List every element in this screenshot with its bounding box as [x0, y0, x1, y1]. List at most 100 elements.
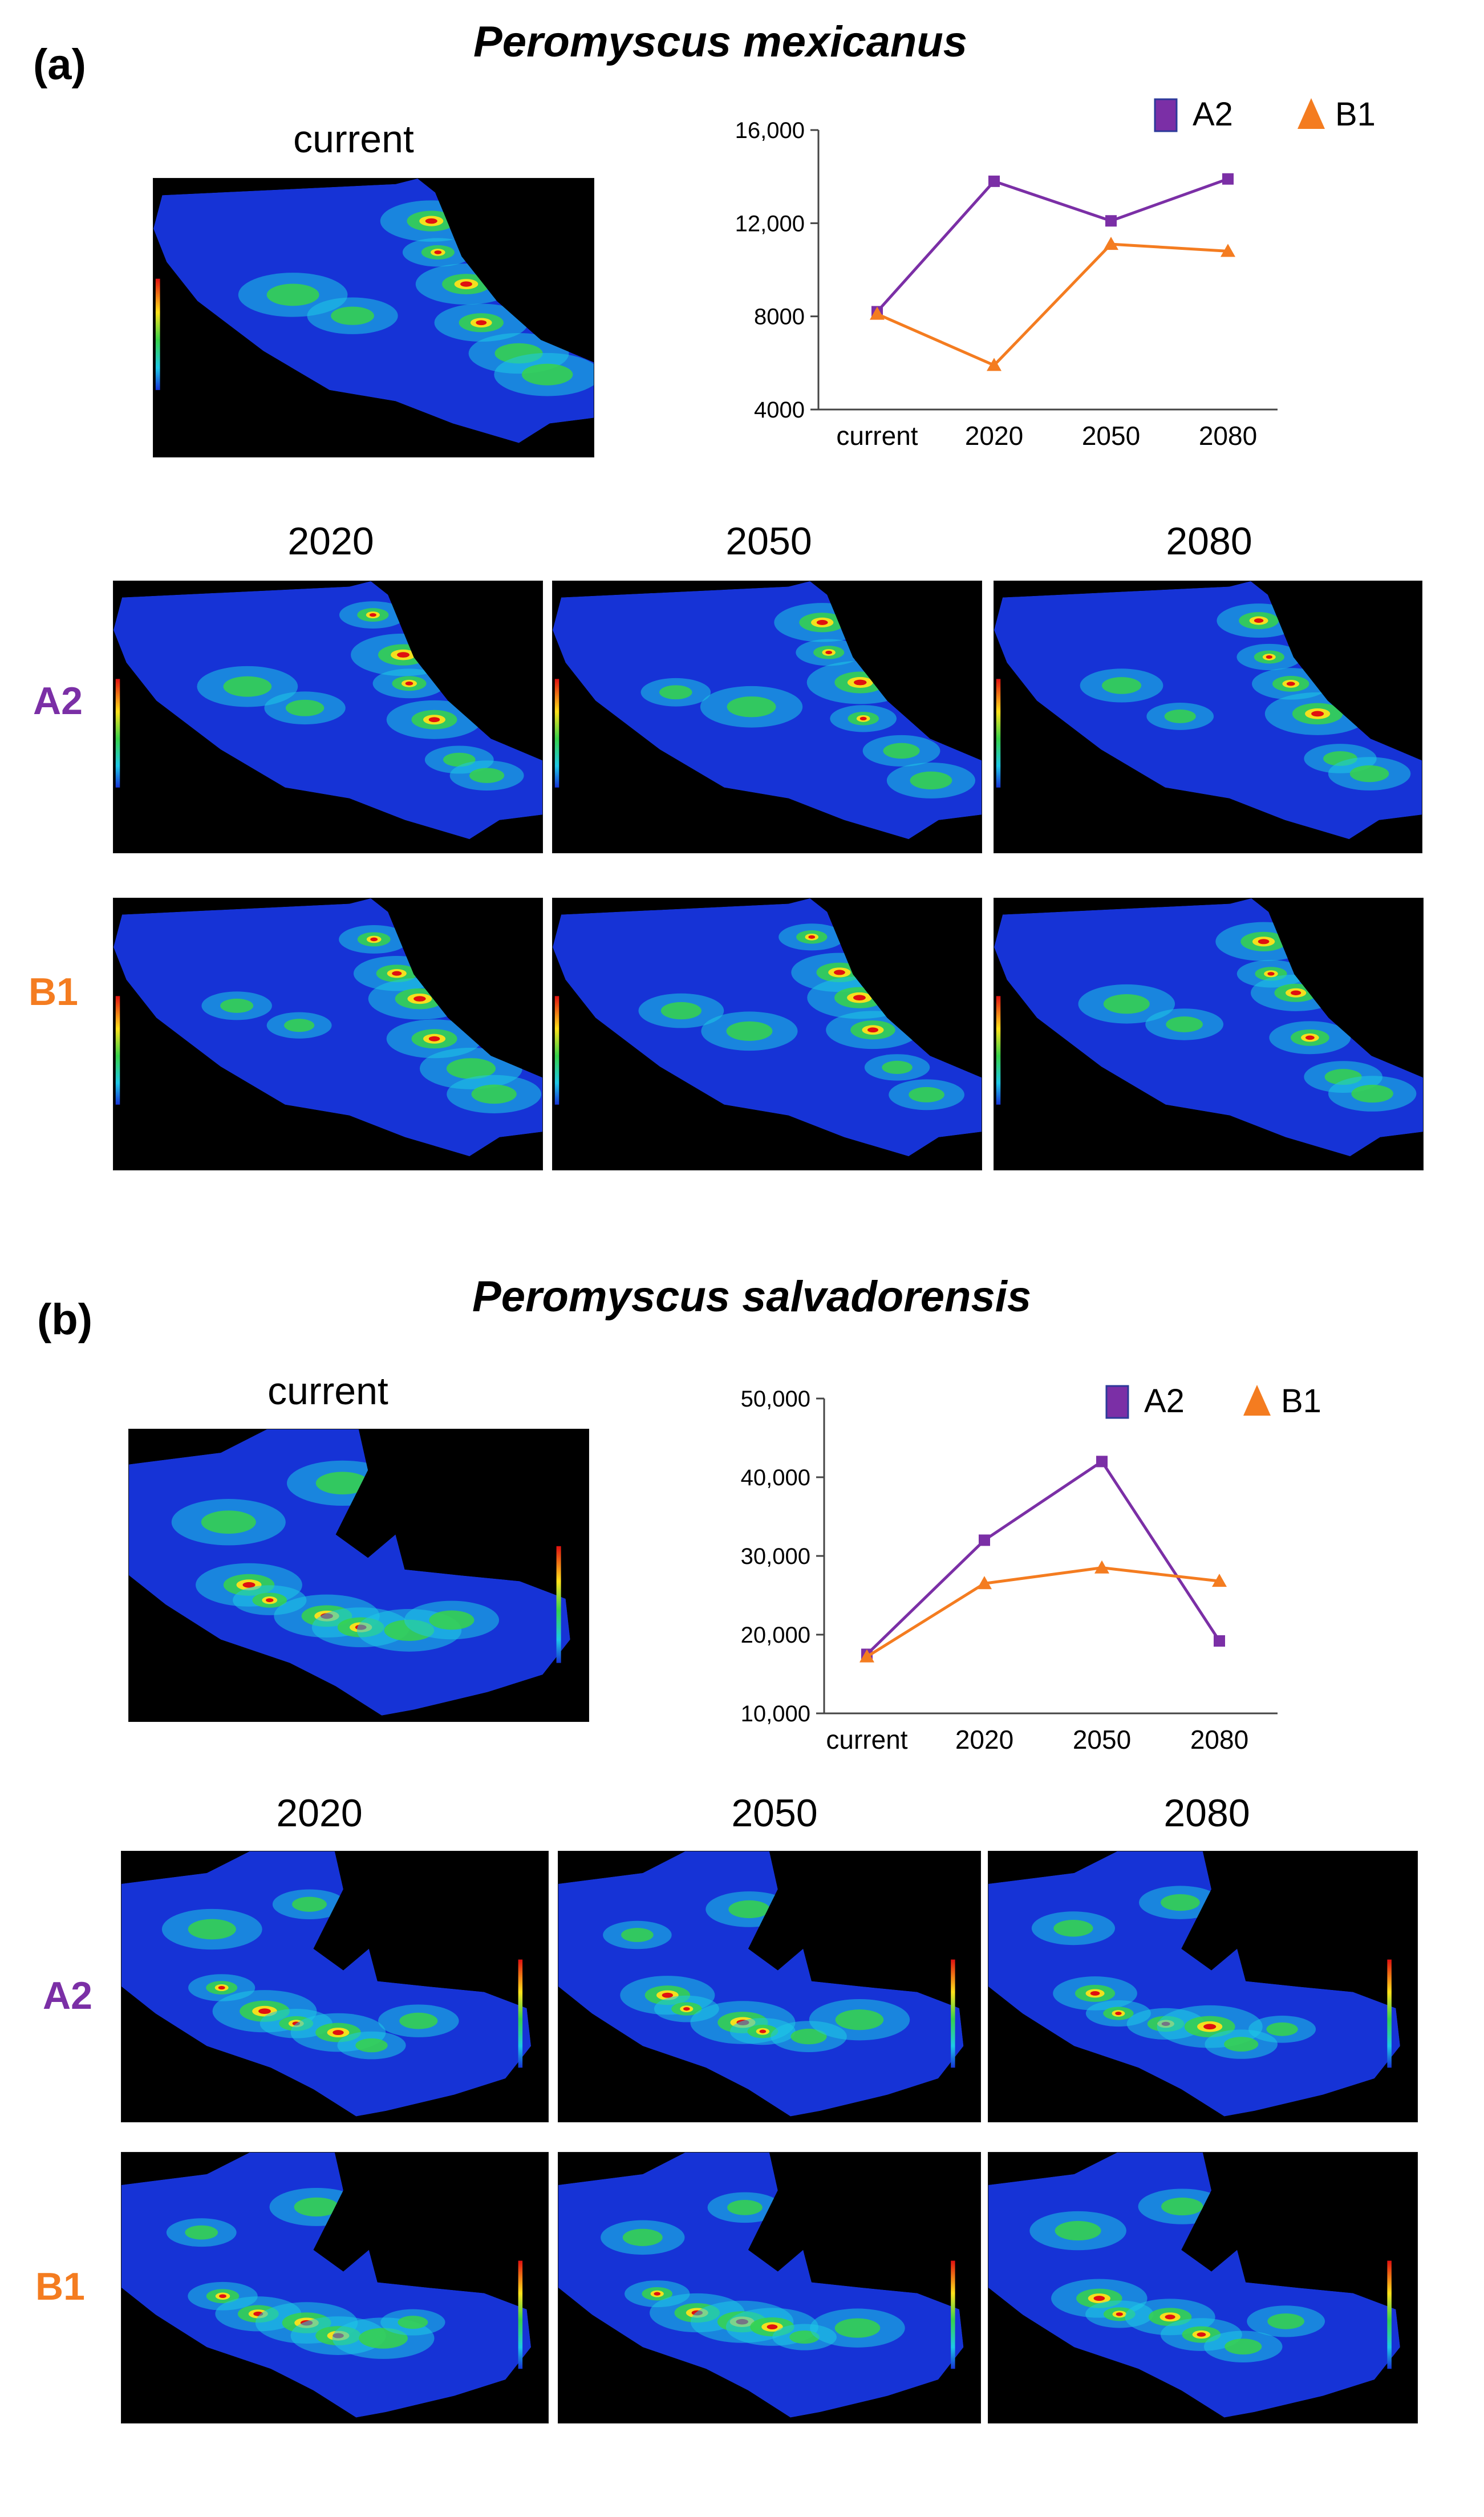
habitat-peak — [476, 320, 487, 326]
habitat-high — [398, 2316, 428, 2329]
y-tick-label: 30,000 — [741, 1544, 810, 1569]
data-point-b1 — [870, 306, 885, 320]
land-area — [988, 2153, 1400, 2418]
color-scale-bar — [556, 1546, 561, 1663]
series-line-b1 — [876, 242, 1228, 367]
habitat-high — [1267, 2313, 1304, 2329]
heat-map-graphic — [129, 1429, 589, 1721]
habitat-peak — [1093, 2296, 1105, 2301]
heat-map-graphic — [121, 1851, 548, 2122]
panel-a-year-2020: 2020 — [287, 520, 374, 563]
series-line-a2 — [876, 177, 1228, 313]
panel-b-map-a2-2050 — [558, 1851, 981, 2122]
habitat-high — [726, 1021, 773, 1041]
habitat-high — [521, 363, 573, 386]
color-scale-bar — [1387, 2260, 1392, 2369]
habitat-high — [909, 1087, 944, 1103]
habitat-high — [429, 1610, 475, 1630]
habitat-peak — [266, 1598, 274, 1603]
series-line-b1 — [866, 1566, 1220, 1658]
habitat-high — [1351, 1084, 1393, 1103]
habitat-high — [315, 1472, 370, 1495]
heat-map-graphic — [994, 581, 1422, 853]
panel-a-current-label: current — [293, 117, 414, 161]
habitat-peak — [434, 250, 442, 254]
y-tick-label: 16,000 — [735, 118, 805, 143]
legend-marker-a2 — [1154, 98, 1178, 132]
panel-a-map-a2-2020 — [113, 581, 543, 853]
land-base — [558, 1851, 964, 2117]
x-tick-label: 2080 — [1199, 421, 1257, 451]
land-area — [558, 2153, 964, 2418]
habitat-peak — [854, 679, 867, 686]
panel-a-species-title: Peromyscus mexicanus — [473, 18, 968, 66]
y-tick-label: 20,000 — [741, 1623, 810, 1648]
habitat-high — [621, 1928, 654, 1942]
habitat-high — [201, 1510, 256, 1534]
habitat-peak — [867, 1027, 879, 1033]
habitat-high — [220, 998, 254, 1013]
habitat-high — [622, 2228, 663, 2246]
panel-a-map-a2-2050 — [552, 581, 982, 853]
data-point-b1 — [1104, 237, 1118, 250]
habitat-peak — [1203, 2024, 1217, 2030]
habitat-high — [835, 2009, 884, 2030]
habitat-high — [1161, 2198, 1203, 2216]
panel-b-year-2020: 2020 — [276, 1792, 363, 1835]
legend-marker-b1 — [1243, 1385, 1271, 1416]
habitat-peak — [808, 935, 816, 939]
heat-map-graphic — [988, 1851, 1417, 2122]
habitat-peak — [258, 2008, 271, 2015]
habitat-peak — [1286, 682, 1295, 686]
y-tick-label: 12,000 — [735, 211, 805, 236]
habitat-high — [789, 2330, 820, 2344]
heat-map-graphic — [153, 179, 594, 457]
habitat-peak — [834, 970, 845, 975]
panel-a-letter: (a) — [33, 40, 86, 89]
color-scale-bar — [996, 679, 1001, 788]
habitat-peak — [1291, 990, 1301, 995]
y-tick-label: 4000 — [754, 398, 805, 423]
habitat-peak — [428, 717, 440, 723]
habitat-high — [355, 2038, 388, 2053]
land-area — [121, 2153, 532, 2418]
habitat-peak — [654, 2292, 661, 2296]
heat-map-graphic — [121, 2153, 548, 2423]
heat-map-graphic — [558, 2153, 980, 2423]
land-area — [113, 898, 542, 1157]
panel-b-map-a2-2080 — [988, 1851, 1418, 2122]
habitat-peak — [767, 2324, 778, 2329]
habitat-peak — [1254, 618, 1264, 623]
color-scale-bar — [518, 1959, 523, 2068]
x-tick-label: 2080 — [1190, 1725, 1248, 1754]
habitat-peak — [1267, 972, 1275, 976]
habitat-high — [1055, 2220, 1101, 2241]
data-point-a2 — [979, 1534, 990, 1546]
color-scale-bar — [115, 996, 120, 1105]
color-scale-bar — [951, 1959, 955, 2068]
y-tick-label: 8000 — [754, 305, 805, 330]
panel-b-map-a2-2020 — [121, 1851, 549, 2122]
color-scale-bar — [554, 996, 559, 1105]
x-tick-label: current — [836, 421, 918, 451]
habitat-high — [266, 283, 319, 306]
color-scale-bar — [115, 679, 120, 788]
habitat-peak — [759, 2029, 767, 2033]
habitat-peak — [369, 613, 376, 617]
habitat-high — [1103, 994, 1150, 1014]
habitat-high — [1101, 677, 1142, 694]
panel-a-chart: 16,000 12,000 8000 4000 current 2020 2050 2080 A… — [707, 96, 1420, 468]
land-base — [558, 2153, 964, 2418]
habitat-peak — [825, 650, 833, 655]
habitat-peak — [1305, 1035, 1315, 1040]
panel-a-row-b1-label: B1 — [29, 970, 78, 1014]
habitat-peak — [1258, 939, 1270, 945]
habitat-peak — [242, 1582, 256, 1588]
data-point-b1 — [859, 1649, 874, 1663]
habitat-high — [471, 1084, 517, 1104]
heat-map-graphic — [558, 1851, 980, 2122]
color-scale-bar — [554, 679, 559, 788]
habitat-high — [1161, 1894, 1200, 1911]
habitat-high — [1224, 2037, 1259, 2052]
panel-b-map-b1-2020 — [121, 2152, 549, 2423]
